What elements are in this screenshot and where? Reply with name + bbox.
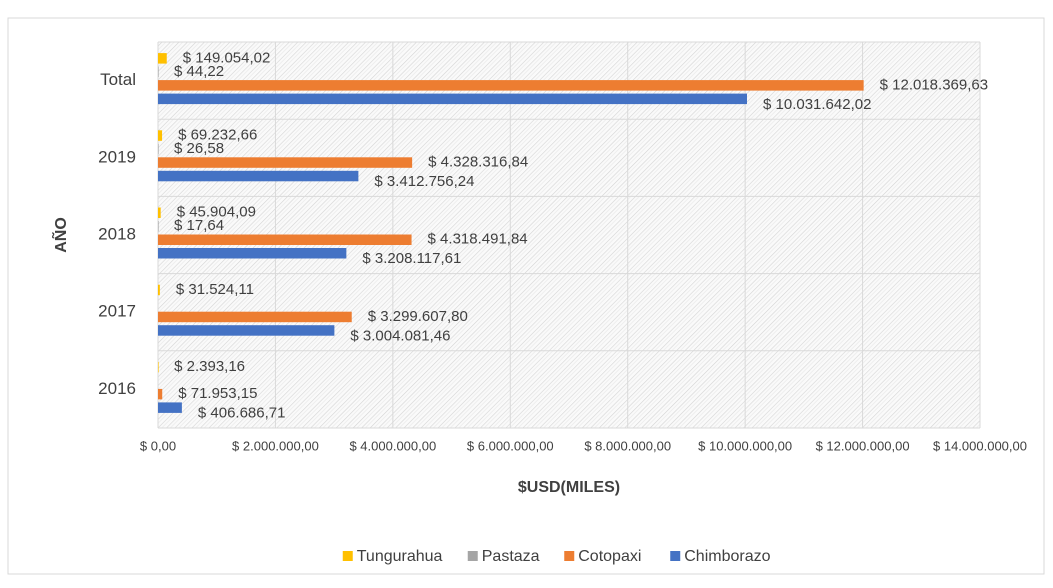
- data-label: $ 149.054,02: [183, 49, 271, 66]
- data-label: $ 71.953,15: [178, 385, 257, 402]
- legend-swatch: [467, 551, 478, 561]
- y-tick-label: 2018: [98, 224, 136, 243]
- data-label: $ 31.524,11: [176, 281, 254, 298]
- data-label: $ 26,58: [174, 140, 224, 157]
- y-tick-label: Total: [100, 70, 136, 89]
- data-label: $ 10.031.642,02: [763, 96, 871, 113]
- bar: [158, 388, 163, 400]
- legend-label: Pastaza: [482, 548, 540, 565]
- x-tick-label: $ 0,00: [140, 438, 176, 453]
- bar: [158, 207, 161, 218]
- x-tick-label: $ 6.000.000,00: [467, 438, 554, 453]
- bar: [158, 221, 159, 232]
- data-label: $ 3.004.081,46: [350, 327, 450, 344]
- legend-label: Tungurahua: [357, 548, 443, 565]
- y-tick-label: 2017: [98, 302, 136, 321]
- bar: [158, 157, 413, 168]
- bar: [158, 93, 748, 105]
- x-tick-label: $ 14.000.000,00: [933, 438, 1027, 453]
- bar: [158, 234, 412, 245]
- data-label: $ 2.393,16: [174, 358, 245, 375]
- data-label: $ 45.904,09: [177, 204, 256, 221]
- bar: [158, 143, 159, 155]
- data-label: $ 4.318.491,84: [428, 231, 528, 248]
- legend-swatch: [342, 551, 353, 561]
- data-label: $ 3.208.117,61: [362, 250, 461, 267]
- bar: [158, 53, 167, 64]
- legend-label: Chimborazo: [684, 548, 770, 565]
- y-axis-title: AÑO: [50, 217, 70, 253]
- data-label: $ 44,22: [174, 63, 224, 80]
- x-tick-label: $ 4.000.000,00: [349, 438, 436, 453]
- bar: [158, 248, 347, 259]
- bar: [158, 170, 359, 182]
- legend-swatch: [564, 551, 575, 561]
- legend-swatch: [670, 551, 681, 561]
- x-axis-title: $USD(MILES): [518, 479, 620, 496]
- bar: [158, 80, 864, 91]
- data-label: $ 3.412.756,24: [374, 173, 474, 190]
- y-tick-label: 2016: [98, 379, 136, 398]
- x-tick-label: $ 8.000.000,00: [584, 438, 671, 453]
- bar: [158, 130, 163, 141]
- bar: [158, 284, 160, 296]
- bar: [158, 66, 159, 78]
- legend: Tungurahua Pastaza Cotopaxi Chimborazo: [342, 548, 771, 565]
- bar: [158, 361, 159, 373]
- bar: [158, 325, 335, 336]
- data-label: $ 4.328.316,84: [428, 154, 528, 171]
- x-tick-label: $ 10.000.000,00: [698, 438, 792, 453]
- bar: [158, 402, 182, 413]
- bar: [158, 311, 352, 323]
- data-label: $ 406.686,71: [198, 405, 286, 422]
- data-label: $ 12.018.369,63: [880, 76, 988, 93]
- data-label: $ 69.232,66: [178, 127, 257, 144]
- data-label: $ 3.299.607,80: [368, 308, 468, 325]
- data-label: $ 17,64: [174, 217, 224, 234]
- x-tick-label: $ 12.000.000,00: [816, 438, 910, 453]
- legend-label: Cotopaxi: [578, 548, 641, 565]
- y-tick-label: 2019: [98, 147, 136, 166]
- x-tick-label: $ 2.000.000,00: [232, 438, 319, 453]
